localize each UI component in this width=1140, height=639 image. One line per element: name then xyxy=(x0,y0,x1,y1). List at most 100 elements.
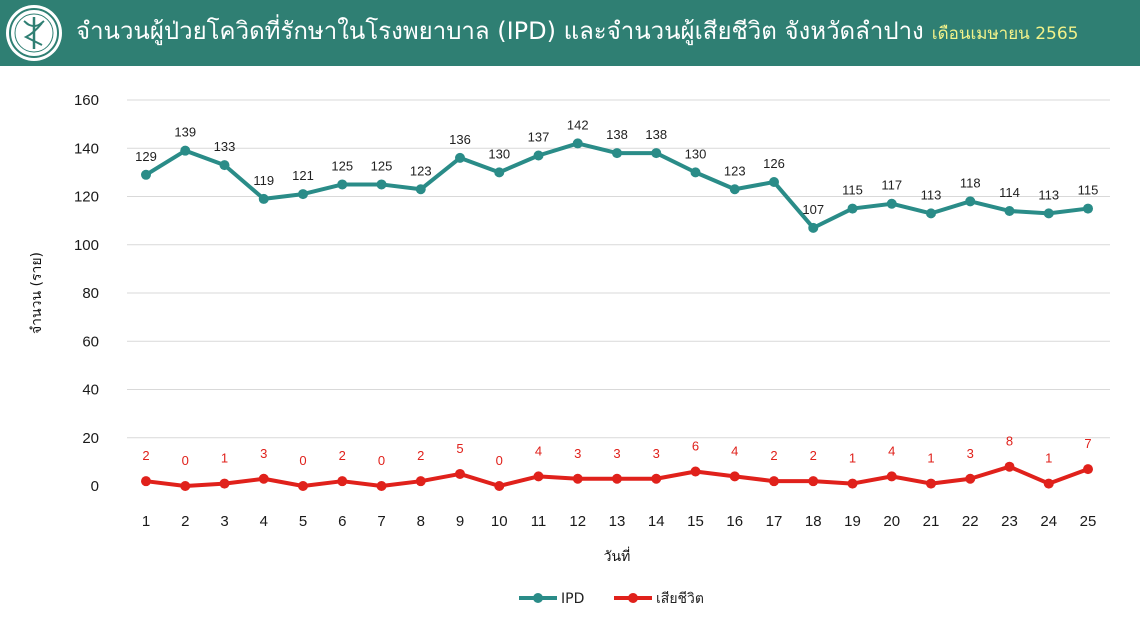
data-point xyxy=(729,184,740,195)
data-label: 136 xyxy=(449,132,471,147)
data-point xyxy=(886,471,897,482)
y-tick-label: 160 xyxy=(74,92,99,109)
data-label: 113 xyxy=(1038,187,1059,202)
y-tick-label: 80 xyxy=(82,285,99,302)
data-label: 1 xyxy=(1045,451,1052,466)
data-label: 138 xyxy=(645,127,667,142)
data-point xyxy=(533,471,544,482)
data-label: 117 xyxy=(881,178,902,193)
x-tick-label: 14 xyxy=(648,513,665,530)
data-label: 119 xyxy=(253,173,274,188)
data-point xyxy=(847,478,858,489)
data-point xyxy=(690,167,701,178)
data-point xyxy=(494,481,505,491)
data-point xyxy=(376,179,387,190)
data-point xyxy=(337,476,348,487)
title-text: จำนวนผู้ป่วยโควิดที่รักษาในโรงพยาบาล (IP… xyxy=(76,17,924,45)
x-tick-label: 11 xyxy=(531,513,547,530)
data-point xyxy=(533,150,544,161)
x-tick-label: 9 xyxy=(456,513,464,530)
data-label: 115 xyxy=(842,183,863,198)
data-label: 130 xyxy=(488,146,510,161)
data-point xyxy=(808,222,819,233)
data-label: 1 xyxy=(927,451,934,466)
x-tick-label: 3 xyxy=(220,513,228,530)
data-label: 7 xyxy=(1084,436,1091,451)
data-label: 2 xyxy=(339,448,346,463)
x-tick-label: 22 xyxy=(962,513,979,530)
data-label: 3 xyxy=(574,446,581,461)
legend-entry: เสียชีวิต xyxy=(656,591,704,607)
x-tick-label: 23 xyxy=(1001,513,1018,530)
x-tick-label: 5 xyxy=(299,513,307,530)
data-label: 3 xyxy=(613,446,620,461)
header-bar: จำนวนผู้ป่วยโควิดที่รักษาในโรงพยาบาล (IP… xyxy=(0,0,1140,66)
x-tick-label: 19 xyxy=(844,513,861,530)
x-tick-label: 24 xyxy=(1040,513,1057,530)
data-label: 123 xyxy=(724,163,746,178)
data-point xyxy=(651,473,662,484)
data-label: 113 xyxy=(921,187,942,202)
data-label: 4 xyxy=(731,443,738,458)
y-tick-label: 140 xyxy=(74,140,99,157)
data-point xyxy=(612,473,622,484)
data-label: 0 xyxy=(182,453,189,468)
data-point xyxy=(926,478,936,489)
data-label: 125 xyxy=(331,158,353,173)
data-point xyxy=(298,481,308,491)
data-point xyxy=(965,473,976,484)
data-point xyxy=(729,471,740,482)
data-label: 130 xyxy=(685,146,707,161)
data-point xyxy=(769,177,779,188)
data-point xyxy=(651,148,662,159)
x-tick-label: 4 xyxy=(260,513,268,530)
x-tick-label: 6 xyxy=(338,513,346,530)
data-label: 129 xyxy=(135,149,157,164)
data-label: 115 xyxy=(1078,183,1099,198)
data-label: 142 xyxy=(567,117,589,132)
data-point xyxy=(1004,205,1015,216)
data-point xyxy=(1083,464,1093,475)
x-tick-label: 20 xyxy=(883,513,900,530)
data-point xyxy=(572,473,583,484)
data-label: 4 xyxy=(535,443,542,458)
data-label: 123 xyxy=(410,163,432,178)
data-point xyxy=(337,179,348,190)
data-point xyxy=(886,198,897,209)
data-label: 2 xyxy=(417,448,424,463)
x-tick-label: 17 xyxy=(766,513,783,530)
y-tick-label: 40 xyxy=(82,382,99,399)
data-label: 0 xyxy=(496,453,503,468)
data-point xyxy=(141,169,151,180)
data-label: 121 xyxy=(292,168,314,183)
data-point xyxy=(612,148,622,159)
data-label: 1 xyxy=(221,451,228,466)
data-point xyxy=(180,145,191,156)
data-point xyxy=(690,466,701,477)
data-point xyxy=(376,481,387,491)
data-label: 138 xyxy=(606,127,628,142)
data-label: 8 xyxy=(1006,434,1013,449)
data-label: 1 xyxy=(849,451,856,466)
data-point xyxy=(965,196,976,207)
data-point xyxy=(1043,478,1054,489)
data-point xyxy=(1004,461,1015,472)
y-tick-label: 60 xyxy=(82,333,99,350)
x-axis-label: วันที่ xyxy=(604,547,631,565)
data-label: 3 xyxy=(653,446,660,461)
data-point xyxy=(769,476,779,487)
ministry-seal-icon xyxy=(6,5,62,61)
x-tick-label: 8 xyxy=(417,513,425,530)
data-point xyxy=(219,160,230,171)
x-tick-label: 21 xyxy=(923,513,940,530)
x-tick-label: 15 xyxy=(687,513,704,530)
x-tick-label: 12 xyxy=(569,513,586,530)
legend-entry: IPD xyxy=(561,591,584,607)
data-label: 2 xyxy=(142,448,149,463)
data-label: 137 xyxy=(528,129,550,144)
data-label: 4 xyxy=(888,443,895,458)
x-tick-label: 1 xyxy=(142,513,150,530)
x-tick-label: 2 xyxy=(181,513,189,530)
data-point xyxy=(808,476,819,487)
data-point xyxy=(415,476,426,487)
